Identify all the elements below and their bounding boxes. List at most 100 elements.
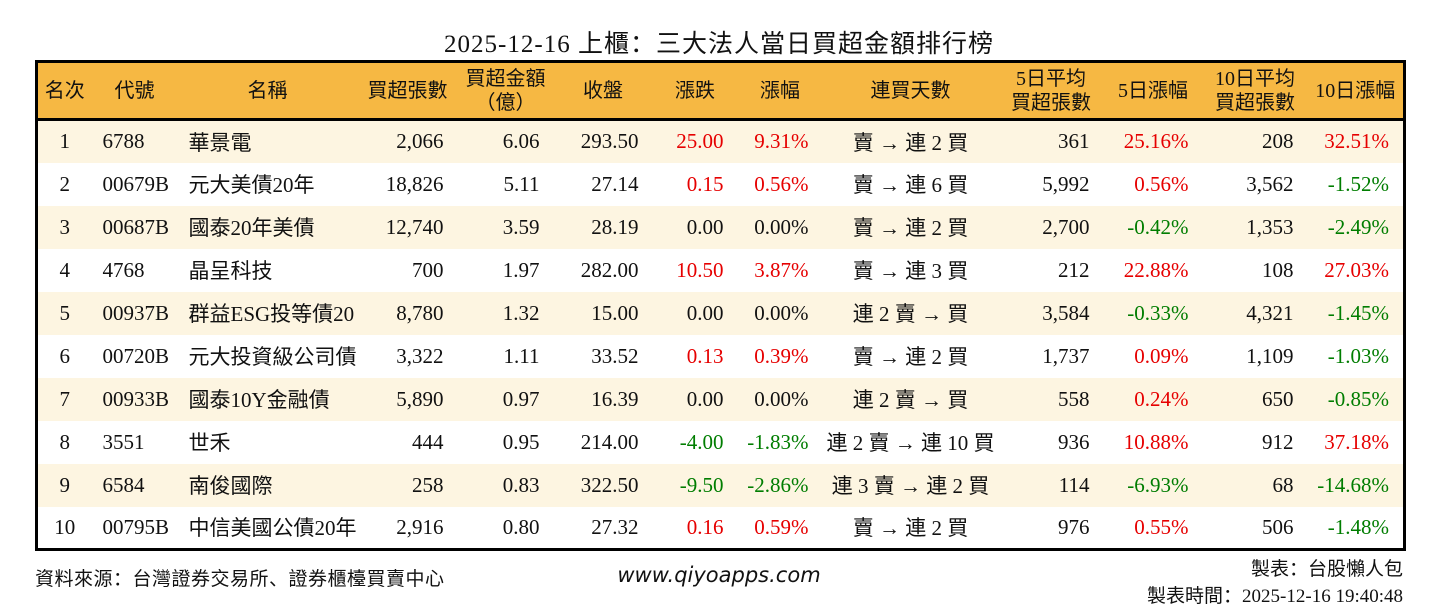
cell-pct10: 37.18% [1324, 429, 1389, 454]
cell-name: 晶呈科技 [188, 259, 273, 283]
table-row: 3 00687B 國泰20年美債 12,740 3.59 28.19 0.00 0.00% 賣 … [36, 205, 1405, 249]
cell-avg10: 506 [1262, 514, 1294, 539]
cell-amount: 6.06 [502, 129, 540, 154]
cell-name: 元大投資級公司債 [188, 345, 357, 369]
cell-streak: 賣 → 連 3 買 [852, 259, 969, 283]
cell-name: 群益ESG投等債20 [188, 302, 355, 326]
table-row: 7 00933B 國泰10Y金融債 5,890 0.97 16.39 0.00 0.00% 連 … [36, 377, 1405, 421]
cell-pct5: -0.42% [1127, 214, 1189, 239]
cell-code: 00937B [102, 300, 170, 325]
cell-pct5: 0.55% [1134, 514, 1189, 539]
cell-name: 南俊國際 [188, 474, 273, 498]
cell-change: 10.50 [676, 257, 724, 282]
cell-pct10: -1.03% [1327, 343, 1389, 368]
cell-avg10: 1,109 [1246, 343, 1294, 368]
cell-avg10: 208 [1262, 129, 1294, 154]
cell-avg10: 68 [1272, 472, 1294, 497]
cell-amount: 1.32 [502, 300, 540, 325]
cell-volume: 2,066 [396, 129, 444, 154]
cell-code: 00679B [102, 171, 170, 196]
cell-avg5: 5,992 [1042, 171, 1090, 196]
cell-change: 0.00 [686, 386, 724, 411]
table-row: 5 00937B 群益ESG投等債20 8,780 1.32 15.00 0.00 0.00%… [36, 291, 1405, 335]
cell-close: 282.00 [580, 257, 639, 282]
table-row: 9 6584 南俊國際 258 0.83 322.50 -9.50 -2.86% 連 3 賣 →… [36, 463, 1405, 507]
cell-rank: 7 [59, 386, 71, 411]
cell-close: 27.32 [591, 514, 639, 539]
cell-avg5: 2,700 [1042, 214, 1090, 239]
table-row: 2 00679B 元大美債20年 18,826 5.11 27.14 0.15 0.56% 賣 … [36, 162, 1405, 206]
cell-name: 世禾 [188, 431, 231, 455]
cell-close: 15.00 [591, 300, 639, 325]
cell-name: 中信美國公債20年 [188, 516, 357, 541]
cell-amount: 5.11 [503, 171, 540, 196]
cell-avg5: 212 [1058, 257, 1090, 282]
cell-change_pct: -1.83% [747, 429, 809, 454]
table-header: 名次 代號 名稱 買超張數 買超金額 （億） 收盤 漲跌 漲幅 連買天數 5日平均 買超張數 5日漲… [36, 61, 1405, 121]
footer: 資料來源：台灣證券交易所、證券櫃檯買賣中心 www.qiyoapps.com 製… [35, 557, 1403, 610]
cell-rank: 2 [59, 171, 71, 196]
cell-change_pct: 3.87% [754, 257, 809, 282]
cell-code: 00687B [102, 214, 170, 239]
cell-pct10: -1.45% [1327, 300, 1389, 325]
cell-avg10: 1,353 [1246, 214, 1294, 239]
cell-rank: 8 [59, 429, 71, 454]
col-header-code: 代號 [91, 61, 178, 121]
cell-avg10: 912 [1262, 429, 1294, 454]
cell-avg10: 108 [1262, 257, 1294, 282]
cell-pct5: 0.56% [1134, 171, 1189, 196]
cell-change: 25.00 [676, 129, 724, 154]
cell-code: 00933B [102, 386, 170, 411]
cell-avg10: 3,562 [1246, 171, 1294, 196]
cell-streak: 連 2 賣 → 連 10 買 [826, 431, 995, 455]
cell-volume: 258 [412, 472, 444, 497]
cell-volume: 5,890 [396, 386, 444, 411]
cell-change: 0.15 [686, 171, 724, 196]
cell-close: 16.39 [591, 386, 639, 411]
data-source-text: 資料來源：台灣證券交易所、證券櫃檯買賣中心 [35, 569, 445, 590]
cell-code: 3551 [102, 429, 145, 454]
col-header-pct5: 5日漲幅 [1103, 61, 1203, 121]
maker-text: 製表：台股懶人包 [1251, 559, 1404, 580]
cell-rank: 9 [59, 472, 71, 497]
cell-avg5: 114 [1058, 472, 1090, 497]
cell-volume: 3,322 [396, 343, 444, 368]
cell-close: 293.50 [580, 129, 639, 154]
cell-rank: 4 [59, 257, 71, 282]
cell-pct5: 0.09% [1134, 343, 1189, 368]
cell-streak: 連 2 賣 → 買 [852, 388, 969, 412]
cell-code: 00795B [102, 514, 170, 539]
table-row: 1 6788 華景電 2,066 6.06 293.50 25.00 9.31% 賣 → 連 2… [36, 119, 1405, 163]
cell-pct5: 10.88% [1123, 429, 1189, 454]
cell-pct5: 22.88% [1123, 257, 1189, 282]
cell-avg5: 3,584 [1042, 300, 1090, 325]
table-body: 1 6788 華景電 2,066 6.06 293.50 25.00 9.31% 賣 → 連 2… [36, 119, 1405, 550]
col-header-rank: 名次 [36, 61, 92, 121]
cell-volume: 8,780 [396, 300, 444, 325]
table-row: 10 00795B 中信美國公債20年 2,916 0.80 27.32 0.16 0.59%… [36, 506, 1405, 550]
table-row: 4 4768 晶呈科技 700 1.97 282.00 10.50 3.87% 賣 → 連 3 … [36, 248, 1405, 292]
cell-volume: 18,826 [385, 171, 444, 196]
cell-change: -9.50 [679, 472, 724, 497]
cell-avg5: 558 [1058, 386, 1090, 411]
cell-change_pct: 0.00% [754, 300, 809, 325]
cell-avg10: 650 [1262, 386, 1294, 411]
cell-change_pct: 9.31% [754, 129, 809, 154]
cell-streak: 連 3 賣 → 連 2 買 [831, 474, 990, 498]
cell-change_pct: 0.39% [754, 343, 809, 368]
table-row: 6 00720B 元大投資級公司債 3,322 1.11 33.52 0.13 0.39% 賣 … [36, 334, 1405, 378]
cell-streak: 賣 → 連 2 買 [852, 216, 969, 240]
made-time-text: 製表時間：2025-12-16 19:40:48 [1147, 585, 1404, 607]
col-header-change_pct: 漲幅 [737, 61, 823, 121]
col-header-change: 漲跌 [652, 61, 738, 121]
cell-change_pct: 0.00% [754, 214, 809, 239]
cell-pct5: 0.24% [1134, 386, 1189, 411]
cell-change_pct: 0.59% [754, 514, 809, 539]
cell-code: 6788 [102, 129, 145, 154]
cell-amount: 3.59 [502, 214, 540, 239]
website-link[interactable]: www.qiyoapps.com [617, 563, 821, 587]
cell-name: 華景電 [188, 130, 252, 155]
cell-pct5: -6.93% [1127, 472, 1189, 497]
col-header-name: 名稱 [177, 61, 358, 121]
cell-change: 0.13 [686, 343, 724, 368]
